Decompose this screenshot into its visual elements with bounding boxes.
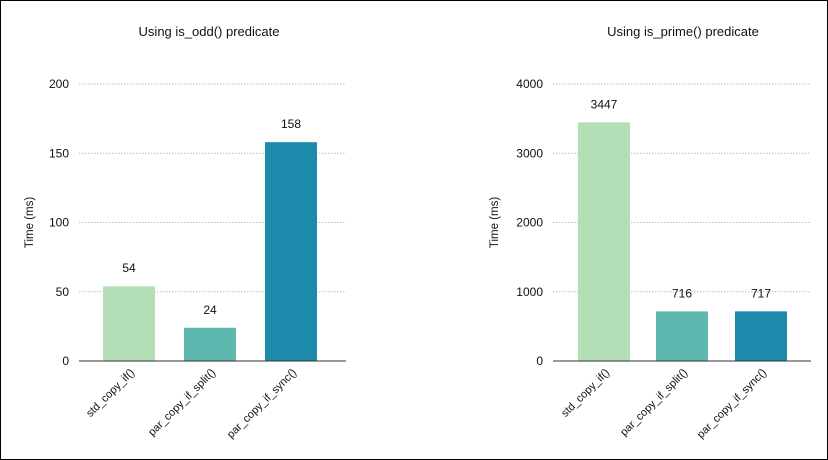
y-axis-label: Time (ms)	[24, 197, 36, 248]
bar	[265, 142, 317, 361]
bar	[578, 122, 630, 361]
y-tick-label: 0	[62, 354, 69, 368]
y-tick-label: 4000	[516, 77, 543, 91]
bar	[735, 311, 787, 361]
x-tick-label: par_copy_if_split()	[618, 367, 690, 439]
data-label: 716	[672, 286, 692, 300]
y-tick-label: 2000	[516, 216, 543, 230]
bar	[103, 286, 155, 361]
y-axis-label: Time (ms)	[489, 197, 501, 248]
y-tick-label: 0	[536, 354, 543, 368]
x-tick-label: par_copy_if_sync()	[225, 367, 299, 441]
bar	[656, 311, 708, 361]
chart-is-prime: Using is_prime() predicate Time (ms) 0 10…	[489, 24, 811, 441]
data-label: 158	[281, 117, 301, 131]
bar	[184, 327, 236, 361]
chart-is-odd: Using is_odd() predicate Time (ms) 0 50 10…	[24, 24, 346, 441]
y-tick-label: 200	[49, 77, 69, 91]
chart-title: Using is_odd() predicate	[139, 24, 280, 39]
chart-title: Using is_prime() predicate	[607, 24, 759, 39]
data-label: 54	[122, 261, 136, 275]
x-tick-label: std_copy_if()	[84, 367, 137, 420]
x-tick-label: par_copy_if_sync()	[695, 367, 769, 441]
data-label: 717	[751, 286, 771, 300]
data-label: 24	[203, 303, 217, 317]
x-tick-label: par_copy_if_split()	[146, 367, 218, 439]
y-tick-label: 3000	[516, 146, 543, 160]
x-tick-label: std_copy_if()	[559, 367, 612, 420]
data-label: 3447	[591, 97, 618, 111]
y-tick-label: 100	[49, 216, 69, 230]
y-tick-label: 150	[49, 146, 69, 160]
y-tick-label: 50	[56, 285, 70, 299]
y-tick-label: 1000	[516, 285, 543, 299]
